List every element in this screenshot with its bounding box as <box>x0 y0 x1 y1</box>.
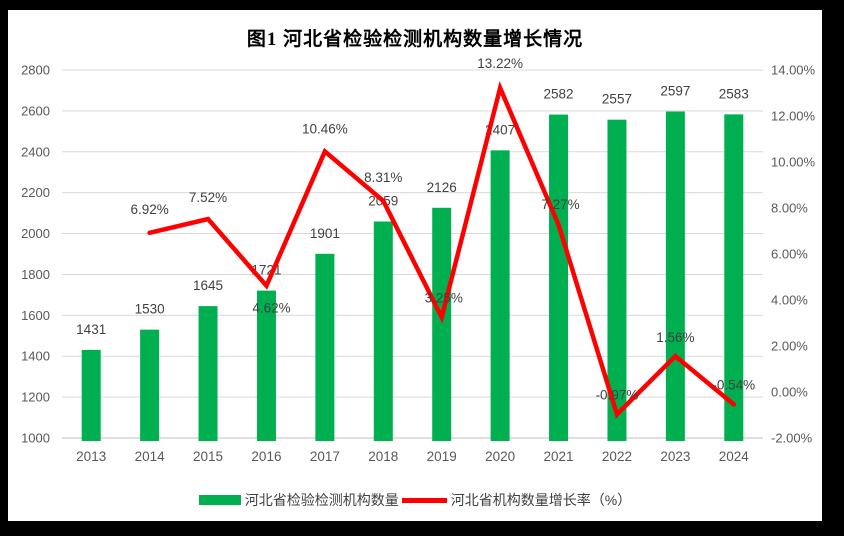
line-data-label: 13.22% <box>477 56 523 71</box>
right-axis-tick: 6.00% <box>771 247 808 262</box>
line-data-label: 7.27% <box>541 197 579 212</box>
right-axis-tick: 8.00% <box>771 201 808 216</box>
bar <box>607 119 627 442</box>
bar-series-swatch-icon <box>198 495 241 505</box>
right-axis-tick: 2.00% <box>771 339 808 354</box>
line-data-label: -0.97% <box>596 387 639 402</box>
line-data-label: 3.25% <box>425 290 463 305</box>
x-axis-tick: 2024 <box>719 449 750 464</box>
x-axis-tick: 2017 <box>310 449 340 464</box>
bar-data-label: 1645 <box>193 278 223 293</box>
x-axis-tick: 2021 <box>544 449 574 464</box>
line-data-label: 7.52% <box>189 190 227 205</box>
right-axis-tick: 10.00% <box>771 155 816 170</box>
left-axis-tick: 1400 <box>21 349 50 364</box>
bar <box>198 306 218 441</box>
left-axis-tick: 2000 <box>21 226 50 241</box>
left-axis-tick: 1600 <box>21 308 50 323</box>
bar <box>140 329 160 441</box>
bar <box>665 111 685 441</box>
left-axis-tick: 2400 <box>21 144 50 159</box>
bar-data-label: 1431 <box>76 322 106 337</box>
left-axis-tick: 1200 <box>21 390 50 405</box>
bar-data-label: 2583 <box>719 86 749 101</box>
line-data-label: 8.31% <box>364 170 402 185</box>
x-axis-tick: 2016 <box>251 449 281 464</box>
growth-rate-line <box>147 80 737 419</box>
line-data-label: 6.92% <box>130 202 168 217</box>
legend-label-bar-series: 河北省检验检测机构数量 <box>244 492 399 508</box>
x-axis-tick: 2014 <box>135 449 166 464</box>
chart-legend: 河北省检验检测机构数量 河北省机构数量增长率（%） <box>8 490 822 510</box>
left-axis-tick: 1000 <box>21 431 50 446</box>
right-axis-tick: -2.00% <box>771 431 813 446</box>
bar <box>724 114 744 441</box>
right-axis-tick: 12.00% <box>771 109 816 124</box>
line-data-label: 4.62% <box>252 301 290 316</box>
legend-item-bar-series: 河北省检验检测机构数量 <box>198 490 399 510</box>
x-axis-tick: 2023 <box>660 449 690 464</box>
legend-item-line-series: 河北省机构数量增长率（%） <box>401 490 632 510</box>
bar <box>315 253 335 441</box>
x-axis-tick: 2015 <box>193 449 223 464</box>
chart-title: 图1 河北省检验检测机构数量增长情况 <box>246 29 584 50</box>
bar-data-label: 2126 <box>427 180 457 195</box>
combo-chart-plot: 1000 1200 1400 1600 1800 2000 2200 2400 2600 2800… <box>21 56 816 464</box>
left-axis-tick: 2600 <box>21 103 50 118</box>
line-series-swatch-icon <box>401 497 447 503</box>
bar-data-label: 2582 <box>544 87 574 102</box>
bar <box>549 114 569 442</box>
line-data-label: 1.56% <box>656 330 694 345</box>
bar <box>432 207 452 441</box>
x-axis-tick: 2022 <box>602 449 632 464</box>
left-axis-tick: 2800 <box>21 63 50 78</box>
left-axis-tick: 1800 <box>21 267 50 282</box>
chart-panel: 图1 河北省检验检测机构数量增长情况 1000 1200 1400 1600 1800 2… <box>8 10 822 521</box>
bar-data-label: 1530 <box>135 302 165 317</box>
bar <box>81 349 101 441</box>
bar-data-label: 2557 <box>602 92 632 107</box>
x-axis-tick: 2019 <box>427 449 457 464</box>
x-axis-tick: 2020 <box>485 449 515 464</box>
left-axis-tick: 2200 <box>21 185 50 200</box>
line-data-label: -0.54% <box>712 377 755 392</box>
bar <box>373 221 393 441</box>
x-axis-tick: 2013 <box>76 449 106 464</box>
right-axis-tick: 4.00% <box>771 293 808 308</box>
bar-data-label: 2597 <box>660 84 690 99</box>
bar <box>490 150 510 441</box>
bar-data-label: 1901 <box>310 226 340 241</box>
line-data-label: 10.46% <box>302 121 348 136</box>
legend-label-line-series: 河北省机构数量增长率（%） <box>450 492 632 508</box>
x-axis-tick: 2018 <box>368 449 398 464</box>
right-axis-tick: 0.00% <box>771 385 808 400</box>
right-axis-tick: 14.00% <box>771 63 816 78</box>
bar <box>256 290 276 441</box>
